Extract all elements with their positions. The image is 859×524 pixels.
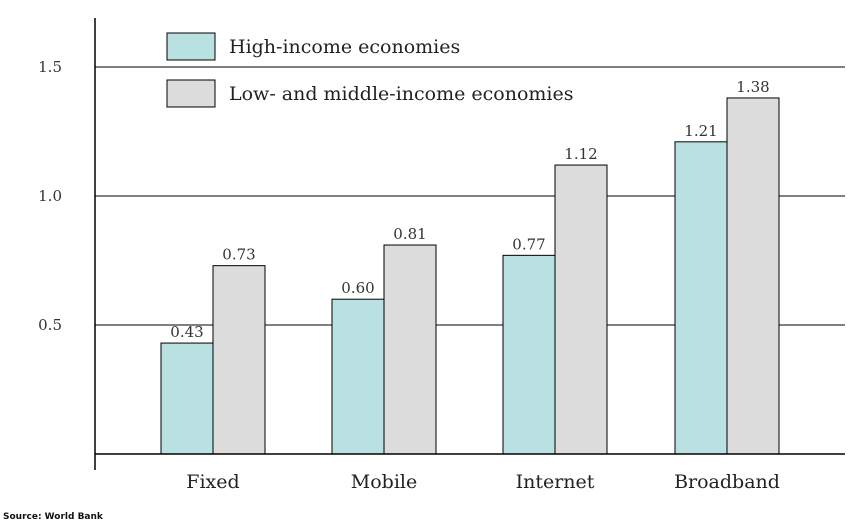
data-labels: 0.43 0.73 0.60 0.81 0.77 1.12 1.21 1.38 bbox=[170, 78, 769, 341]
legend-swatch bbox=[166, 32, 216, 61]
data-label: 1.12 bbox=[564, 145, 597, 163]
x-axis-categories: Fixed Mobile Internet Broadband bbox=[186, 471, 780, 493]
legend-swatch bbox=[166, 79, 216, 108]
bars bbox=[160, 97, 780, 455]
source-note: Source: World Bank bbox=[3, 512, 104, 522]
legend-label: High-income economies bbox=[229, 36, 460, 58]
x-category-label: Mobile bbox=[351, 471, 417, 493]
bar-internet-series-2 bbox=[554, 164, 608, 455]
y-tick-label: 1.5 bbox=[38, 58, 62, 76]
bar-broadband-series-2 bbox=[726, 97, 780, 455]
x-category-label: Broadband bbox=[674, 471, 780, 493]
bar-mobile-series-2 bbox=[383, 244, 437, 455]
y-tick-label: 0.5 bbox=[38, 316, 62, 334]
bar-broadband-series-1 bbox=[674, 141, 728, 455]
bar-mobile-series-1 bbox=[331, 298, 385, 455]
y-tick-label: 1.0 bbox=[38, 187, 62, 205]
legend: High-income economies Low- and middle-inc… bbox=[166, 32, 574, 108]
bar-fixed-series-1 bbox=[160, 342, 214, 455]
data-label: 0.60 bbox=[341, 279, 374, 297]
bar-fixed-series-2 bbox=[212, 265, 266, 455]
data-label: 0.81 bbox=[393, 225, 426, 243]
legend-label: Low- and middle-income economies bbox=[229, 83, 574, 105]
data-label: 0.73 bbox=[222, 246, 255, 264]
x-category-label: Internet bbox=[516, 471, 595, 493]
bar-internet-series-1 bbox=[502, 254, 556, 455]
data-label: 1.38 bbox=[736, 78, 769, 96]
data-label: 0.77 bbox=[512, 235, 545, 253]
y-axis-ticks: 0.5 1.0 1.5 bbox=[38, 58, 62, 334]
data-label: 1.21 bbox=[684, 122, 717, 140]
data-label: 0.43 bbox=[170, 323, 203, 341]
x-category-label: Fixed bbox=[186, 471, 239, 493]
